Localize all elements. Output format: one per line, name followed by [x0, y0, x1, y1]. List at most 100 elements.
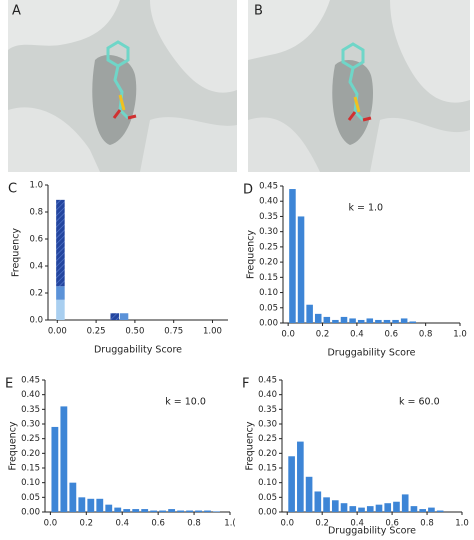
histogram-bar	[314, 491, 322, 512]
x-tick-label: 0.6	[385, 519, 399, 529]
y-tick-label: 0.30	[21, 420, 40, 430]
histogram-bar	[289, 189, 296, 323]
annotation: k = 1.0	[348, 203, 383, 214]
x-tick-label: 0.4	[350, 330, 364, 340]
y-tick-label: 0.05	[259, 303, 278, 313]
y-tick-label: 0.4	[29, 262, 43, 272]
bar-segment	[119, 313, 129, 320]
histogram-bar	[323, 497, 330, 512]
y-tick-label: 0.00	[258, 508, 277, 518]
y-tick-label: 0.20	[21, 449, 40, 459]
y-axis-label: Frequency	[11, 228, 22, 277]
panel-label: E	[5, 377, 13, 392]
histogram-bar	[204, 510, 211, 512]
histogram-bar	[87, 498, 95, 512]
y-tick-label: 0.0	[29, 316, 43, 326]
y-tick-label: 0.05	[21, 493, 40, 503]
y-tick-label: 0.20	[259, 258, 278, 268]
histogram-bar	[349, 318, 356, 323]
histogram-bar	[332, 319, 339, 323]
y-tick-label: 0.8	[29, 208, 43, 218]
histogram-bar	[297, 216, 305, 323]
x-tick-label: 0.0	[44, 519, 58, 529]
histogram-bar	[186, 510, 193, 512]
annotation: k = 10.0	[165, 397, 206, 408]
histogram-bar	[340, 316, 348, 323]
y-tick-label: 0.25	[258, 434, 277, 444]
y-axis-label: Frequency	[8, 421, 19, 470]
x-tick-label: 0.2	[80, 519, 94, 529]
x-tick-label: 0.4	[115, 519, 129, 529]
bar-segment	[56, 199, 65, 287]
histogram-bar	[366, 318, 374, 323]
x-tick-label: 0.50	[125, 327, 144, 337]
y-tick-label: 0.40	[21, 390, 40, 400]
histogram-bar	[331, 500, 339, 512]
y-tick-label: 0.10	[21, 478, 40, 488]
x-tick-label: 0.75	[164, 327, 183, 337]
y-tick-label: 0.45	[259, 182, 278, 192]
x-tick-label: 0.2	[316, 330, 330, 340]
x-axis-label: Druggability Score	[94, 345, 182, 356]
histogram-bar	[306, 304, 313, 323]
histogram-bar	[357, 319, 365, 323]
histogram-bar	[384, 503, 392, 512]
x-tick-label: 0.4	[350, 519, 364, 529]
histogram-bar	[401, 494, 409, 512]
y-tick-label: 0.45	[258, 376, 277, 386]
histogram-bar	[436, 510, 444, 512]
x-tick-label: 0.0	[280, 519, 294, 529]
y-tick-label: 0.35	[21, 405, 40, 415]
histogram-bar	[366, 506, 374, 512]
histogram-bar	[105, 504, 113, 512]
y-axis-label: Frequency	[245, 421, 256, 470]
x-axis-label: Druggability Score	[327, 348, 415, 359]
histogram-bar	[195, 510, 202, 512]
histogram-bar	[69, 482, 77, 512]
histogram-bar	[141, 509, 149, 512]
annotation: k = 60.0	[399, 397, 440, 408]
panel-label: F	[242, 377, 249, 392]
surface-image-b: B	[248, 0, 470, 172]
histogram-bar	[96, 498, 104, 512]
histogram-bar	[323, 316, 331, 323]
y-tick-label: 0.25	[21, 434, 40, 444]
histogram-bar	[123, 509, 131, 512]
histogram-bar	[428, 507, 435, 512]
bar-segment	[56, 299, 65, 320]
y-tick-label: 0.30	[259, 227, 278, 237]
histogram-bar	[383, 319, 391, 323]
histogram-bar	[114, 507, 122, 512]
y-tick-label: 0.00	[259, 319, 278, 329]
histogram-bar	[409, 321, 417, 323]
x-tick-label: 0.2	[315, 519, 329, 529]
histogram-bar	[177, 510, 185, 512]
histogram-bar	[305, 476, 313, 512]
y-axis-label: Frequency	[246, 230, 257, 279]
x-tick-label: 0.8	[187, 519, 201, 529]
bar-segment	[110, 313, 119, 320]
y-tick-label: 0.15	[259, 273, 278, 283]
histogram-bar	[297, 441, 304, 512]
y-tick-label: 1.0	[29, 181, 43, 191]
histogram-bar	[400, 318, 408, 323]
x-tick-label: 1.0	[453, 330, 467, 340]
x-tick-label: 1.00	[203, 327, 222, 337]
x-tick-label: 1.(	[224, 519, 235, 529]
histogram-bar	[349, 506, 357, 512]
histogram-bar	[375, 319, 382, 323]
panel-label: D	[243, 183, 253, 198]
surface-image-a: A	[8, 0, 237, 172]
x-axis-label: Druggability Score	[328, 526, 416, 537]
x-tick-label: 0.0	[281, 330, 295, 340]
histogram-bar	[375, 504, 383, 512]
y-tick-label: 0.20	[258, 449, 277, 459]
panel-label: C	[8, 182, 17, 197]
x-tick-label: 0.8	[419, 330, 433, 340]
x-tick-label: 0.8	[420, 519, 434, 529]
histogram-bar	[132, 509, 140, 512]
histogram-bar	[340, 503, 348, 512]
y-tick-label: 0.40	[259, 197, 278, 207]
bar-segment	[56, 286, 65, 300]
x-tick-label: 0.00	[48, 327, 67, 337]
